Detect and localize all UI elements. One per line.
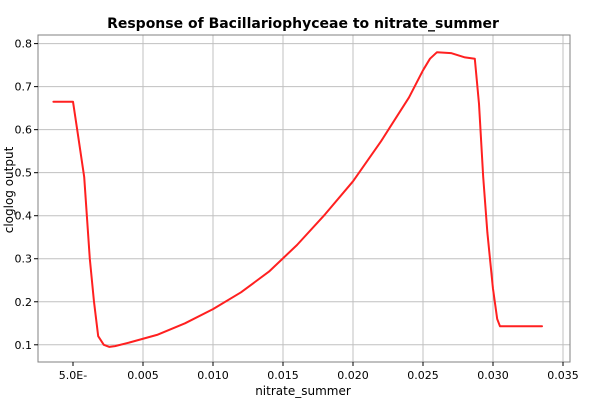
y-axis-label: cloglog output [2, 146, 16, 233]
y-tick-label: 0.3 [15, 253, 33, 266]
plot-frame [37, 34, 571, 363]
y-tick-label: 0.4 [15, 210, 33, 223]
y-tick-label: 0.2 [15, 296, 33, 309]
x-tick-label: 5.0E- [59, 369, 87, 382]
x-tick-label: 0.010 [197, 369, 229, 382]
x-tick-label: 0.020 [337, 369, 369, 382]
y-tick-label: 0.6 [15, 124, 33, 137]
x-tick-label: 0.030 [477, 369, 509, 382]
x-axis-label: nitrate_summer [255, 384, 351, 398]
x-tick-label: 0.025 [407, 369, 439, 382]
chart-title: Response of Bacillariophyceae to nitrate… [107, 16, 499, 32]
x-tick-label: 0.005 [127, 369, 159, 382]
x-tick-label: 0.035 [547, 369, 579, 382]
x-tick-label: 0.015 [267, 369, 299, 382]
ticks: 5.0E- 0.005 0.010 0.015 0.020 0.025 0.030 0.035… [15, 38, 579, 382]
series-layer [52, 51, 543, 348]
series-line [52, 51, 543, 348]
y-tick-label: 0.7 [15, 81, 33, 94]
grid [38, 35, 570, 362]
y-tick-label: 0.8 [15, 38, 33, 51]
y-tick-label: 0.1 [15, 339, 33, 352]
y-tick-label: 0.5 [15, 167, 33, 180]
